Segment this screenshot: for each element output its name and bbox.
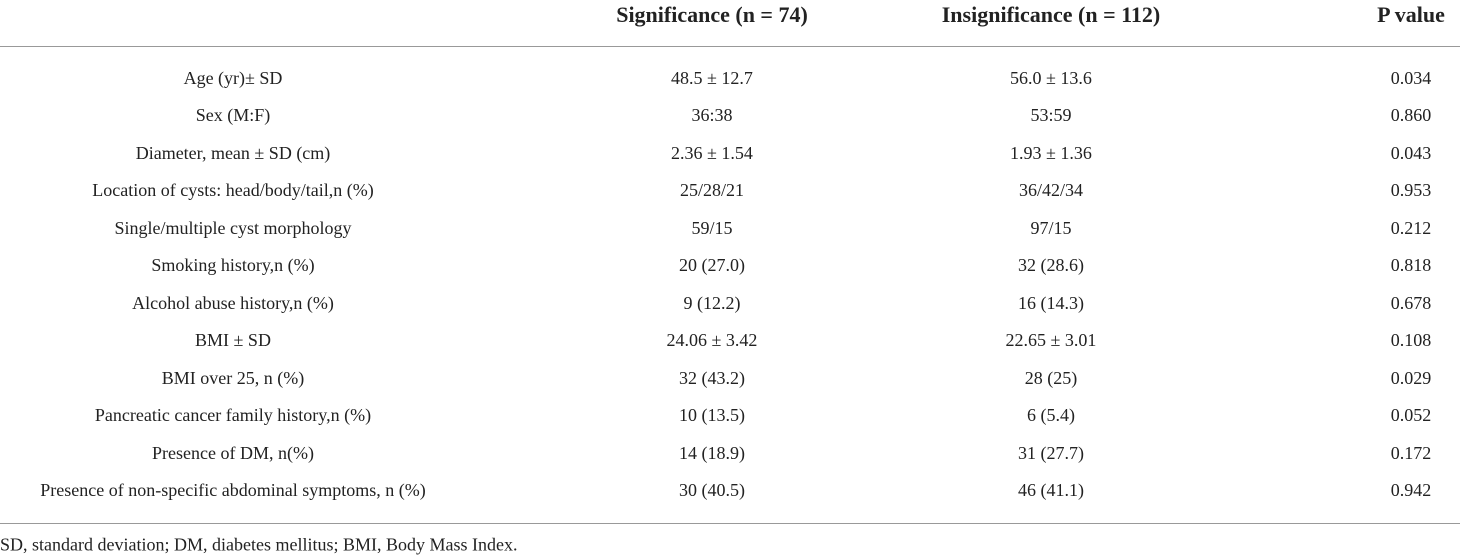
column-header: Significance (n = 74) xyxy=(616,2,808,27)
table-cell: 0.029 xyxy=(1390,367,1432,388)
table-cell: 30 (40.5) xyxy=(679,479,745,500)
row-label: Location of cysts: head/body/tail,n (%) xyxy=(92,180,374,201)
row-label: Pancreatic cancer family history,n (%) xyxy=(94,405,372,426)
table-cell: 0.953 xyxy=(1390,180,1432,201)
row-label: Presence of non-specific abdominal sympt… xyxy=(40,479,426,500)
footnote: SD, standard deviation; DM, diabetes mel… xyxy=(0,534,518,555)
column-header: P value xyxy=(1377,2,1445,27)
table-cell: 0.678 xyxy=(1390,292,1432,313)
table-cell: 53:59 xyxy=(1030,105,1072,126)
row-label: BMI ± SD xyxy=(195,330,271,351)
row-label: Sex (M:F) xyxy=(195,105,271,126)
row-label: Smoking history,n (%) xyxy=(151,255,315,276)
column-header: Insignificance (n = 112) xyxy=(941,2,1161,27)
table-cell: 56.0 ± 13.6 xyxy=(1010,68,1092,88)
table-cell: 32 (43.2) xyxy=(679,367,745,388)
row-label: Alcohol abuse history,n (%) xyxy=(132,292,334,313)
table-cell: 97/15 xyxy=(1030,217,1072,238)
table-cell: 0.108 xyxy=(1390,330,1432,351)
table-cell: 6 (5.4) xyxy=(1027,405,1075,426)
table-cell: 16 (14.3) xyxy=(1018,292,1084,313)
table-cell: 46 (41.1) xyxy=(1018,479,1084,500)
table-cell: 0.034 xyxy=(1390,68,1432,88)
table-cell: 1.93 ± 1.36 xyxy=(1010,142,1092,163)
row-label: Single/multiple cyst morphology xyxy=(114,217,352,238)
table-cell: 25/28/21 xyxy=(679,180,745,201)
table-cell: 9 (12.2) xyxy=(683,292,741,313)
table-cell: 59/15 xyxy=(691,217,733,238)
table-cell: 22.65 ± 3.01 xyxy=(1005,330,1097,351)
row-label: Diameter, mean ± SD (cm) xyxy=(135,142,331,163)
bottom-rule xyxy=(0,523,1460,524)
table-cell: 0.942 xyxy=(1390,479,1432,500)
row-label: Presence of DM, n(%) xyxy=(152,442,314,463)
table-cell: 31 (27.7) xyxy=(1018,442,1084,463)
table-cell: 32 (28.6) xyxy=(1018,255,1084,276)
table-cell: 36:38 xyxy=(691,105,733,126)
table-cell: 0.818 xyxy=(1390,255,1432,276)
table-cell: 48.5 ± 12.7 xyxy=(671,68,753,88)
table-cell: 20 (27.0) xyxy=(679,255,745,276)
table-cell: 0.043 xyxy=(1390,142,1432,163)
header-rule xyxy=(0,46,1460,47)
table-cell: 10 (13.5) xyxy=(679,405,745,426)
table-cell: 28 (25) xyxy=(1024,367,1078,388)
table-cell: 0.052 xyxy=(1390,405,1432,426)
row-label: BMI over 25, n (%) xyxy=(161,367,305,388)
row-label: Age (yr)± SD xyxy=(183,68,283,88)
table-cell: 24.06 ± 3.42 xyxy=(666,330,758,351)
table-cell: 36/42/34 xyxy=(1018,180,1084,201)
table-cell: 2.36 ± 1.54 xyxy=(671,142,753,163)
table-cell: 0.860 xyxy=(1390,105,1432,126)
table-cell: 14 (18.9) xyxy=(679,442,745,463)
table-cell: 0.172 xyxy=(1390,442,1432,463)
table-cell: 0.212 xyxy=(1390,217,1432,238)
